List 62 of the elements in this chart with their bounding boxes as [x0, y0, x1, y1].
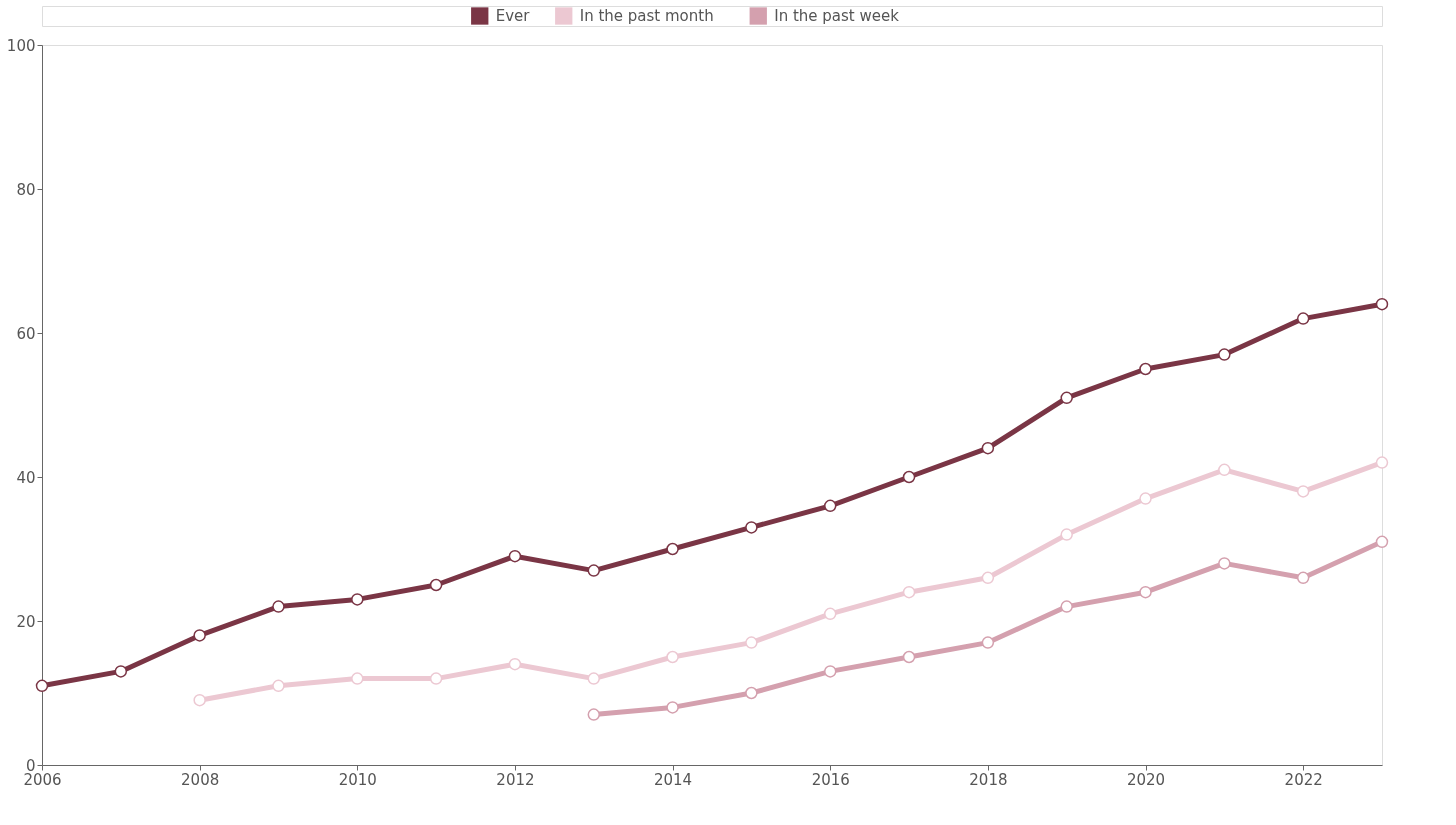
point: [1375, 456, 1389, 469]
point: [745, 686, 758, 700]
x-tick-label: 2008: [181, 770, 220, 789]
point: [902, 650, 916, 664]
point: [587, 564, 600, 577]
point: [745, 521, 758, 534]
point: [1139, 585, 1152, 599]
x-tick-label: 2018: [969, 770, 1008, 789]
x-tick-label: 2012: [496, 770, 535, 789]
point: [351, 593, 364, 606]
point: [193, 629, 206, 642]
point: [508, 657, 522, 671]
point: [1375, 535, 1389, 549]
point: [824, 607, 837, 621]
point: [981, 571, 995, 585]
y-tick-label: 100: [6, 36, 36, 55]
legend-label: Ever: [495, 7, 531, 25]
point: [981, 636, 995, 649]
x-tick-label: 2016: [811, 770, 850, 789]
point: [1060, 528, 1073, 541]
point: [1139, 492, 1152, 505]
point: [1218, 557, 1231, 570]
point: [114, 665, 128, 678]
point: [272, 600, 285, 613]
x-tick-label: 2014: [653, 770, 693, 789]
point: [429, 578, 443, 592]
y-tick-label: 80: [16, 180, 36, 199]
point: [666, 542, 679, 556]
point: [193, 693, 206, 707]
x-tick-label: 2010: [338, 770, 377, 789]
y-tick-label: 40: [16, 468, 36, 487]
point: [1296, 312, 1310, 325]
point: [1296, 485, 1310, 498]
point: [429, 672, 443, 685]
point: [1375, 297, 1389, 311]
y-tick-label: 60: [16, 324, 36, 343]
point: [272, 679, 285, 693]
point: [508, 549, 522, 563]
point: [1296, 571, 1310, 585]
point: [666, 701, 679, 714]
legend-label: In the past week: [774, 7, 900, 25]
point: [351, 672, 364, 685]
legend-label: In the past month: [579, 7, 714, 25]
point: [1139, 362, 1152, 376]
point: [1060, 391, 1073, 405]
y-tick-label: 20: [16, 612, 36, 631]
point: [902, 585, 916, 599]
point: [666, 650, 679, 664]
point: [1218, 348, 1231, 361]
point: [745, 636, 758, 649]
point: [902, 470, 916, 484]
point: [1060, 600, 1073, 613]
x-tick-label: 2006: [23, 770, 62, 789]
point: [824, 665, 837, 678]
x-tick-label: 2020: [1126, 770, 1166, 789]
point: [587, 672, 600, 685]
point: [1218, 463, 1231, 477]
point: [35, 679, 49, 693]
point: [824, 499, 837, 513]
point: [981, 441, 995, 455]
x-tick-label: 2022: [1284, 770, 1323, 789]
point: [587, 708, 600, 721]
